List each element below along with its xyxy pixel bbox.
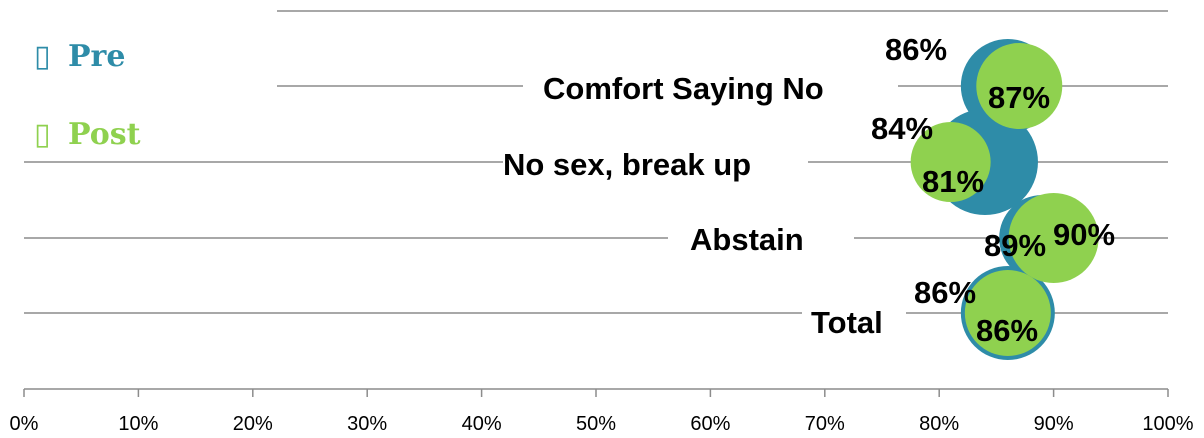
legend-label: Post (68, 117, 141, 152)
x-tick-label: 20% (233, 413, 273, 435)
data-label-pre: 89% (984, 228, 1046, 263)
bubble-post (976, 43, 1063, 129)
data-label-post: 90% (1053, 217, 1115, 252)
data-label-post: 87% (988, 80, 1050, 115)
x-tick-label: 90% (1034, 413, 1074, 435)
bubble-post (910, 122, 991, 202)
x-tick-label: 0% (10, 413, 39, 435)
category-label: No sex, break up (503, 147, 751, 182)
x-tick-label: 70% (805, 413, 845, 435)
x-tick-label: 10% (118, 413, 158, 435)
x-tick-label: 30% (347, 413, 387, 435)
data-label-post: 86% (976, 313, 1038, 348)
legend-marker-icon: ▯ (34, 39, 51, 74)
bubble-post (964, 270, 1051, 356)
category-label: Comfort Saying No (543, 71, 824, 106)
data-label-pre: 84% (871, 111, 933, 146)
category-label: Abstain (690, 222, 804, 257)
category-label: Total (811, 305, 883, 340)
bubble-post (1008, 193, 1099, 283)
x-tick-label: 80% (919, 413, 959, 435)
bubbles: Comfort Saying No 86% 87% No sex, break up 8… (503, 32, 1115, 360)
x-tick-label: 40% (462, 413, 502, 435)
x-tick-label: 60% (690, 413, 730, 435)
x-axis: 0% 10% 20% 30% 40% 50% 60% 70% 80% 90% 100% (10, 388, 1194, 435)
x-tick-label: 50% (576, 413, 616, 435)
data-label-post: 81% (922, 164, 984, 199)
x-tick-label: 100% (1142, 413, 1193, 435)
legend-label: Pre (68, 39, 125, 74)
data-label-pre: 86% (885, 32, 947, 67)
legend-marker-icon: ▯ (34, 117, 51, 152)
legend: ▯ Pre ▯ Post (34, 39, 141, 152)
data-label-pre: 86% (914, 275, 976, 310)
